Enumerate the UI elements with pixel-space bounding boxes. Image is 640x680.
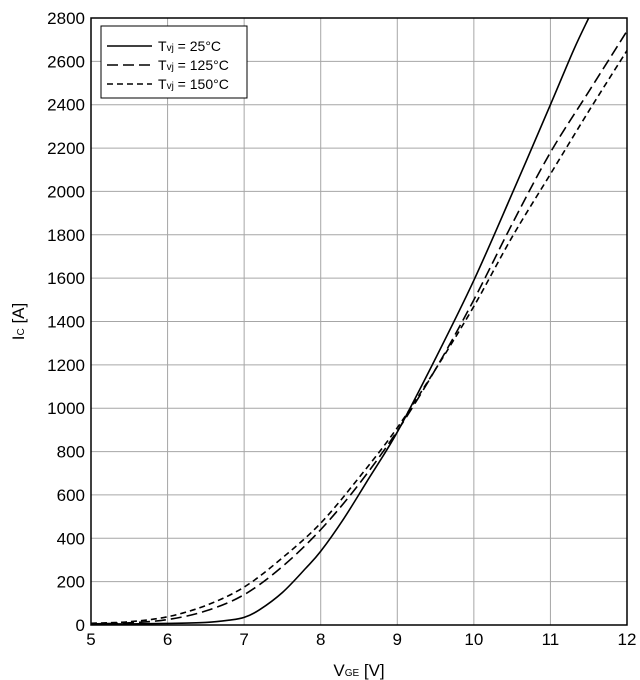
series-line-0: [91, 17, 590, 625]
legend-label-125-sub: vj: [167, 62, 174, 73]
legend-label-150-rest: = 150°C: [174, 76, 229, 92]
x-axis-label-unit: [V]: [359, 661, 385, 680]
grid-lines: [91, 18, 627, 625]
legend-label-25: Tvj = 25°C: [158, 38, 221, 54]
y-tick-label: 1400: [47, 313, 85, 332]
legend-entry-25: Tvj = 25°C: [107, 38, 221, 54]
y-tick-labels: 0 200 400 600 800 1000 1200 1400 1600 1800 2000 220…: [47, 9, 85, 635]
y-tick-label: 2200: [47, 139, 85, 158]
x-axis-label-main: V: [333, 661, 345, 680]
y-tick-label: 1800: [47, 226, 85, 245]
x-tick-label: 5: [86, 630, 95, 649]
y-tick-label: 600: [57, 486, 85, 505]
y-axis-label-unit: [A]: [9, 303, 28, 329]
y-tick-label: 2000: [47, 182, 85, 201]
y-tick-label: 800: [57, 443, 85, 462]
x-tick-label: 9: [393, 630, 402, 649]
x-axis-label: VGE [V]: [333, 661, 384, 680]
y-tick-label: 2600: [47, 52, 85, 71]
legend-label-125-main: T: [158, 57, 167, 73]
series-line-2: [91, 50, 627, 625]
series-lines: [91, 17, 627, 625]
legend-label-25-sub: vj: [167, 43, 174, 54]
x-tick-label: 10: [464, 630, 483, 649]
x-tick-label: 6: [163, 630, 172, 649]
x-axis-label-sub: GE: [345, 668, 360, 679]
legend-label-125: Tvj = 125°C: [158, 57, 229, 73]
legend-label-125-rest: = 125°C: [174, 57, 229, 73]
y-axis-label: IC [A]: [9, 303, 28, 340]
legend-box: [100, 25, 248, 99]
legend-entry-150: Tvj = 150°C: [107, 76, 229, 92]
y-axis-label-main: I: [9, 336, 28, 341]
plot-frame: [90, 17, 628, 626]
legend-label-150-main: T: [158, 76, 167, 92]
legend-label-25-main: T: [158, 38, 167, 54]
x-tick-label: 8: [316, 630, 325, 649]
x-tick-label: 7: [239, 630, 248, 649]
y-tick-label: 200: [57, 573, 85, 592]
y-tick-label: 400: [57, 529, 85, 548]
y-tick-label: 0: [76, 616, 85, 635]
y-tick-label: 1200: [47, 356, 85, 375]
legend: Tvj = 25°C Tvj = 125°C Tvj = 150°C: [100, 25, 248, 99]
x-tick-labels: 5 6 7 8 9 10 11 12: [86, 630, 636, 649]
series-line-1: [91, 30, 627, 625]
x-tick-label: 12: [618, 630, 637, 649]
y-tick-label: 2400: [47, 96, 85, 115]
legend-label-150: Tvj = 150°C: [158, 76, 229, 92]
y-tick-label: 1600: [47, 269, 85, 288]
y-tick-label: 1000: [47, 399, 85, 418]
legend-label-150-sub: vj: [167, 81, 174, 92]
y-tick-label: 2800: [47, 9, 85, 28]
x-tick-label: 11: [542, 630, 560, 649]
legend-label-25-rest: = 25°C: [174, 38, 221, 54]
y-axis-label-sub: C: [16, 328, 27, 335]
legend-entry-125: Tvj = 125°C: [107, 57, 229, 73]
